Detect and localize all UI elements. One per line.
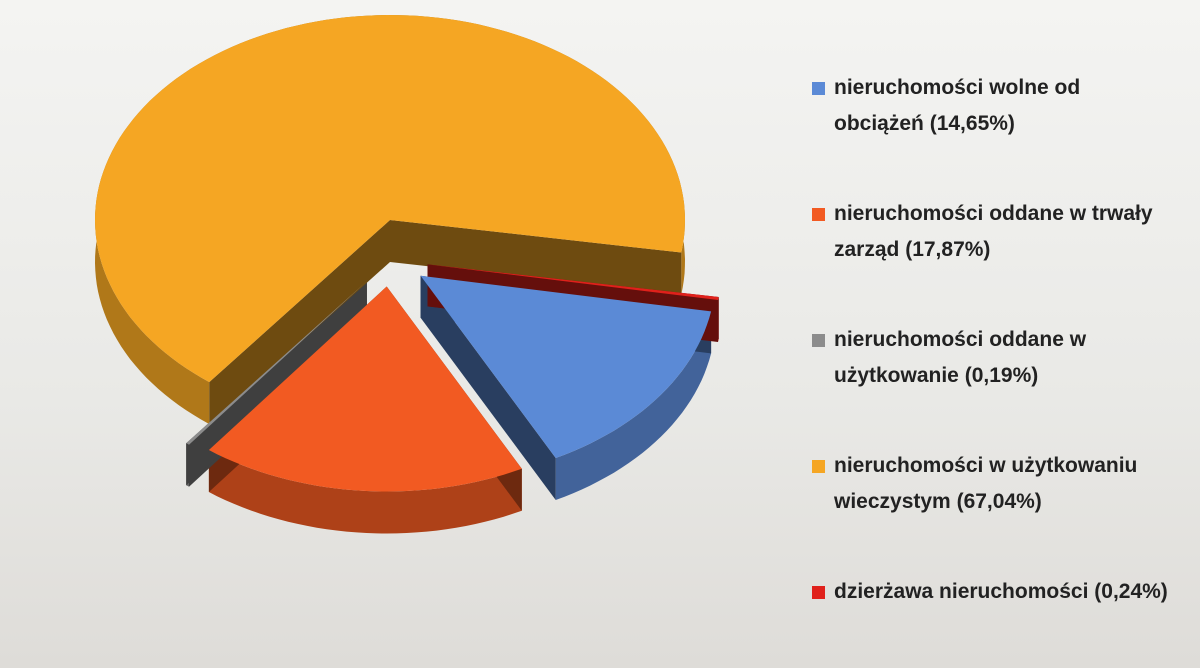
slice-face: [209, 220, 390, 425]
legend-label: nieruchomości wolne od obciążeń: [834, 76, 1081, 135]
legend-value: (0,24%): [1094, 580, 1168, 603]
slice-wall: [208, 450, 522, 534]
legend-value: (67,04%): [956, 490, 1042, 513]
legend-item: nieruchomości oddane w użytkowanie (0,19…: [812, 322, 1172, 394]
slice-wall: [555, 311, 712, 500]
legend-swatch: [812, 586, 825, 599]
legend-item: nieruchomości oddane w trwały zarząd (17…: [812, 196, 1172, 268]
legend-item: dzierżawa nieruchomości (0,24%): [812, 574, 1172, 610]
slice-face: [390, 220, 682, 295]
legend-value: (14,65%): [929, 112, 1015, 135]
legend-value: (0,19%): [964, 364, 1039, 387]
legend-swatch: [812, 208, 825, 221]
slice-wall: [95, 15, 685, 425]
legend-item: nieruchomości wolne od obciążeń (14,65%): [812, 70, 1172, 142]
legend-label: dzierżawa nieruchomości: [834, 580, 1089, 603]
legend-label: nieruchomości oddane w użytkowanie: [834, 328, 1087, 387]
slice: [420, 275, 712, 458]
slice: [186, 281, 367, 445]
chart: [95, 15, 719, 534]
legend-item: nieruchomości w użytkowaniu wieczystym (…: [812, 448, 1172, 520]
slice-tops: [95, 15, 719, 492]
legend-value: (17,87%): [905, 238, 991, 261]
legend-label: nieruchomości oddane w trwały zarząd: [834, 202, 1153, 261]
legend-swatch: [812, 82, 825, 95]
slice: [95, 15, 685, 383]
slice: [208, 286, 522, 492]
legend-label: nieruchomości w użytkowaniu wieczystym: [834, 454, 1138, 513]
slice: [427, 264, 719, 300]
legend-swatch: [812, 334, 825, 347]
slice-face: [420, 275, 556, 500]
legend-swatch: [812, 460, 825, 473]
